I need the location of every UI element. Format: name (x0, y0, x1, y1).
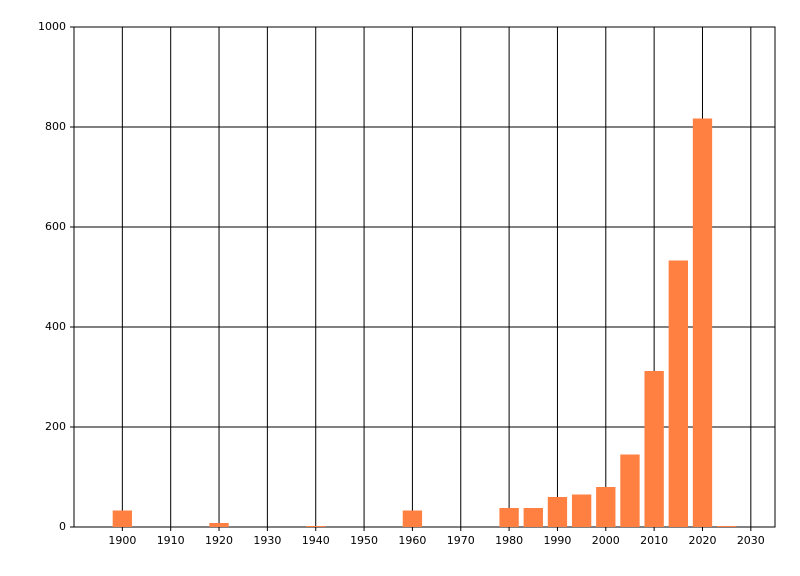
bar (692, 118, 713, 527)
x-tick-label: 1990 (543, 534, 571, 547)
x-tick-label: 1910 (157, 534, 185, 547)
x-tick-label: 2030 (737, 534, 765, 547)
bar (402, 510, 423, 527)
x-tick-label: 1960 (398, 534, 426, 547)
bar (644, 371, 664, 527)
y-tick-label: 200 (45, 420, 66, 433)
x-tick-label: 1920 (205, 534, 233, 547)
bar (523, 508, 543, 527)
bar (668, 260, 688, 527)
x-tick-label: 2020 (688, 534, 716, 547)
bar (716, 526, 737, 527)
y-tick-label: 0 (59, 520, 66, 533)
x-tick-label: 1980 (495, 534, 523, 547)
bar (499, 508, 519, 527)
bar (209, 523, 229, 527)
x-tick-label: 1930 (253, 534, 281, 547)
y-tick-label: 800 (45, 120, 66, 133)
bar (547, 497, 568, 527)
bar (112, 510, 133, 527)
y-tick-label: 1000 (38, 20, 66, 33)
x-tick-label: 1940 (302, 534, 330, 547)
x-tick-label: 1970 (447, 534, 475, 547)
bar (596, 487, 616, 527)
x-tick-label: 2000 (592, 534, 620, 547)
bar (306, 526, 326, 527)
x-tick-label: 1950 (350, 534, 378, 547)
y-tick-label: 600 (45, 220, 66, 233)
x-tick-label: 1900 (108, 534, 136, 547)
y-tick-label: 400 (45, 320, 66, 333)
x-tick-label: 2010 (640, 534, 668, 547)
bar (571, 494, 592, 527)
bar (620, 454, 640, 527)
